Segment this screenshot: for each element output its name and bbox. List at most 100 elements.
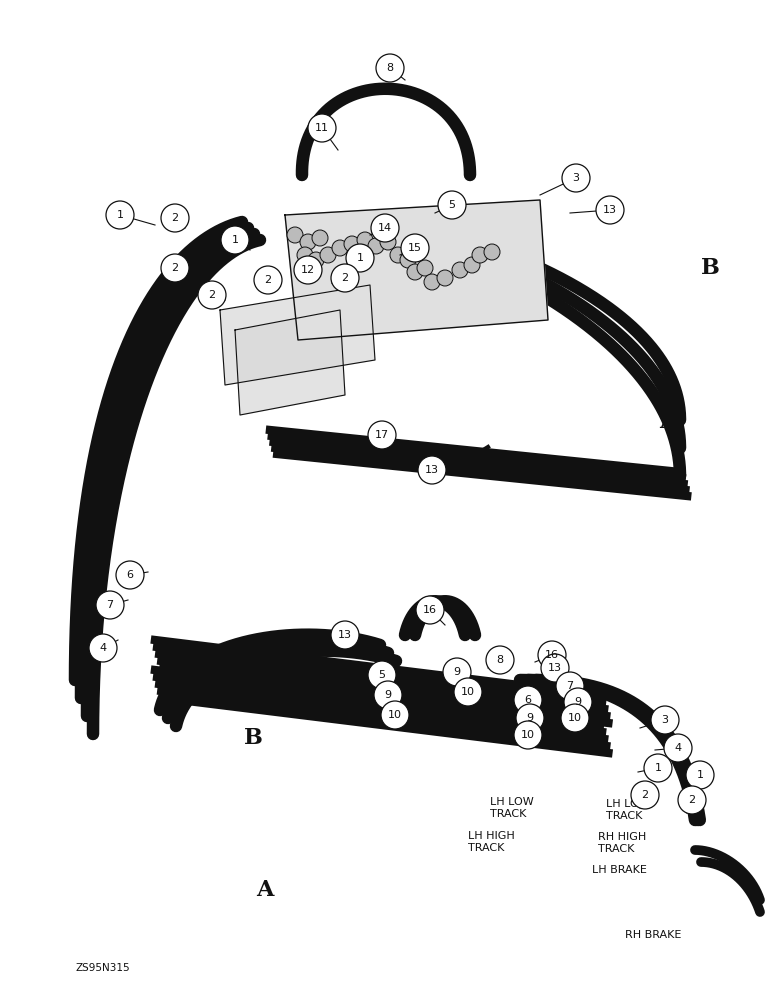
Circle shape	[651, 706, 679, 734]
Circle shape	[556, 672, 584, 700]
Circle shape	[686, 761, 714, 789]
Circle shape	[89, 634, 117, 662]
Circle shape	[538, 641, 566, 669]
Text: 7: 7	[107, 600, 113, 610]
Text: A: A	[659, 411, 677, 433]
Text: RH HIGH
TRACK: RH HIGH TRACK	[598, 832, 646, 854]
Circle shape	[96, 591, 124, 619]
Circle shape	[320, 247, 336, 263]
Text: 4: 4	[100, 643, 107, 653]
Polygon shape	[235, 310, 345, 415]
Circle shape	[562, 164, 590, 192]
Circle shape	[344, 236, 360, 252]
Circle shape	[331, 264, 359, 292]
Text: LH HIGH
TRACK: LH HIGH TRACK	[468, 831, 515, 853]
Circle shape	[631, 781, 659, 809]
Circle shape	[516, 704, 544, 732]
Polygon shape	[285, 200, 548, 340]
Circle shape	[424, 274, 440, 290]
Circle shape	[297, 247, 313, 263]
Text: ZS95N315: ZS95N315	[75, 963, 130, 973]
Circle shape	[401, 234, 429, 262]
Circle shape	[390, 247, 406, 263]
Text: 2: 2	[642, 790, 648, 800]
Circle shape	[407, 264, 423, 280]
Circle shape	[254, 266, 282, 294]
Circle shape	[664, 734, 692, 762]
Text: 8: 8	[387, 63, 394, 73]
Circle shape	[438, 191, 466, 219]
Circle shape	[452, 262, 468, 278]
Circle shape	[596, 196, 624, 224]
Text: 3: 3	[573, 173, 580, 183]
Text: 10: 10	[388, 710, 402, 720]
Text: A: A	[256, 879, 274, 901]
Text: 9: 9	[574, 697, 581, 707]
Circle shape	[381, 701, 409, 729]
Text: 6: 6	[127, 570, 134, 580]
Circle shape	[400, 252, 416, 268]
Text: 1: 1	[232, 235, 239, 245]
Circle shape	[380, 234, 396, 250]
Text: 10: 10	[568, 713, 582, 723]
Circle shape	[454, 678, 482, 706]
Circle shape	[564, 688, 592, 716]
Text: 2: 2	[171, 213, 178, 223]
Text: 1: 1	[696, 770, 703, 780]
Text: 2: 2	[265, 275, 272, 285]
Text: 1: 1	[655, 763, 662, 773]
Text: 2: 2	[208, 290, 215, 300]
Text: 5: 5	[449, 200, 455, 210]
Circle shape	[116, 561, 144, 589]
Text: 10: 10	[461, 687, 475, 697]
Text: 2: 2	[689, 795, 696, 805]
Circle shape	[464, 257, 480, 273]
Circle shape	[443, 658, 471, 686]
Circle shape	[484, 244, 500, 260]
Text: 13: 13	[425, 465, 439, 475]
Circle shape	[308, 114, 336, 142]
Text: LH LOW
TRACK: LH LOW TRACK	[490, 797, 533, 819]
Text: 15: 15	[408, 243, 422, 253]
Circle shape	[416, 596, 444, 624]
Text: 11: 11	[315, 123, 329, 133]
Text: 16: 16	[545, 650, 559, 660]
Circle shape	[371, 214, 399, 242]
Circle shape	[368, 421, 396, 449]
Circle shape	[308, 252, 324, 268]
Text: 16: 16	[423, 605, 437, 615]
Circle shape	[287, 227, 303, 243]
Circle shape	[437, 270, 453, 286]
Text: LH BRAKE: LH BRAKE	[592, 865, 647, 875]
Circle shape	[418, 456, 446, 484]
Text: 8: 8	[496, 655, 503, 665]
Text: 17: 17	[375, 430, 389, 440]
Text: 4: 4	[675, 743, 682, 753]
Text: 2: 2	[171, 263, 178, 273]
Text: 12: 12	[301, 265, 315, 275]
Text: 13: 13	[603, 205, 617, 215]
Text: 9: 9	[453, 667, 461, 677]
Circle shape	[514, 686, 542, 714]
Circle shape	[644, 754, 672, 782]
Circle shape	[161, 204, 189, 232]
Text: 3: 3	[662, 715, 669, 725]
Text: 9: 9	[527, 713, 533, 723]
Circle shape	[368, 661, 396, 689]
Circle shape	[374, 681, 402, 709]
Circle shape	[472, 247, 488, 263]
Circle shape	[346, 244, 374, 272]
Text: RH BRAKE: RH BRAKE	[625, 930, 682, 940]
Circle shape	[368, 238, 384, 254]
Circle shape	[161, 254, 189, 282]
Text: LH LOW
TRACK: LH LOW TRACK	[606, 799, 650, 821]
Text: 7: 7	[567, 681, 574, 691]
Text: 14: 14	[378, 223, 392, 233]
Circle shape	[514, 721, 542, 749]
Text: 6: 6	[524, 695, 531, 705]
Circle shape	[106, 201, 134, 229]
Text: 10: 10	[521, 730, 535, 740]
Text: 13: 13	[338, 630, 352, 640]
Circle shape	[300, 234, 316, 250]
Text: 1: 1	[117, 210, 124, 220]
